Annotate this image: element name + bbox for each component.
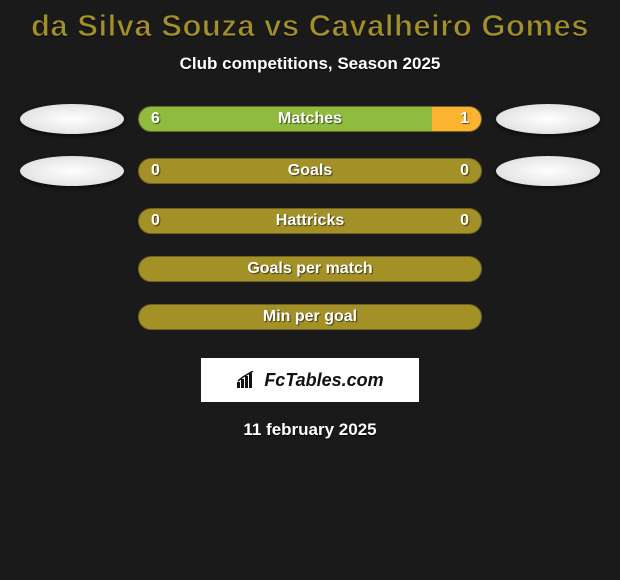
stat-value-right: 0 xyxy=(460,162,469,180)
stat-row: 0 Goals 0 xyxy=(6,156,614,186)
page-title: da Silva Souza vs Cavalheiro Gomes xyxy=(31,8,589,44)
stat-label: Min per goal xyxy=(263,308,357,326)
stat-label: Goals per match xyxy=(247,260,372,278)
bar-fill-right xyxy=(432,107,481,131)
stat-bar: Min per goal xyxy=(138,304,482,330)
chart-icon xyxy=(236,371,258,389)
stat-row: 0 Hattricks 0 xyxy=(6,208,614,234)
stat-label: Hattricks xyxy=(276,212,344,230)
player-left-avatar xyxy=(20,156,124,186)
stat-value-left: 0 xyxy=(151,212,160,230)
stat-row: 6 Matches 1 xyxy=(6,104,614,134)
stat-value-right: 1 xyxy=(460,110,469,128)
stat-row: Goals per match xyxy=(6,256,614,282)
stat-bar: 6 Matches 1 xyxy=(138,106,482,132)
date: 11 february 2025 xyxy=(243,420,376,440)
subtitle: Club competitions, Season 2025 xyxy=(180,54,441,74)
player-left-avatar xyxy=(20,104,124,134)
stat-bar: Goals per match xyxy=(138,256,482,282)
stat-bar: 0 Goals 0 xyxy=(138,158,482,184)
logo-text: FcTables.com xyxy=(264,370,383,391)
logo-box[interactable]: FcTables.com xyxy=(201,358,419,402)
player-right-avatar xyxy=(496,156,600,186)
stat-value-right: 0 xyxy=(460,212,469,230)
stat-value-left: 0 xyxy=(151,162,160,180)
stat-bar: 0 Hattricks 0 xyxy=(138,208,482,234)
stats-list: 6 Matches 1 0 Goals 0 0 Hattricks 0 Goals per mat… xyxy=(6,104,614,352)
comparison-card: da Silva Souza vs Cavalheiro Gomes Club … xyxy=(0,0,620,580)
stat-row: Min per goal xyxy=(6,304,614,330)
stat-label: Matches xyxy=(278,110,342,128)
player-right-avatar xyxy=(496,104,600,134)
stat-value-left: 6 xyxy=(151,110,160,128)
stat-label: Goals xyxy=(288,162,332,180)
